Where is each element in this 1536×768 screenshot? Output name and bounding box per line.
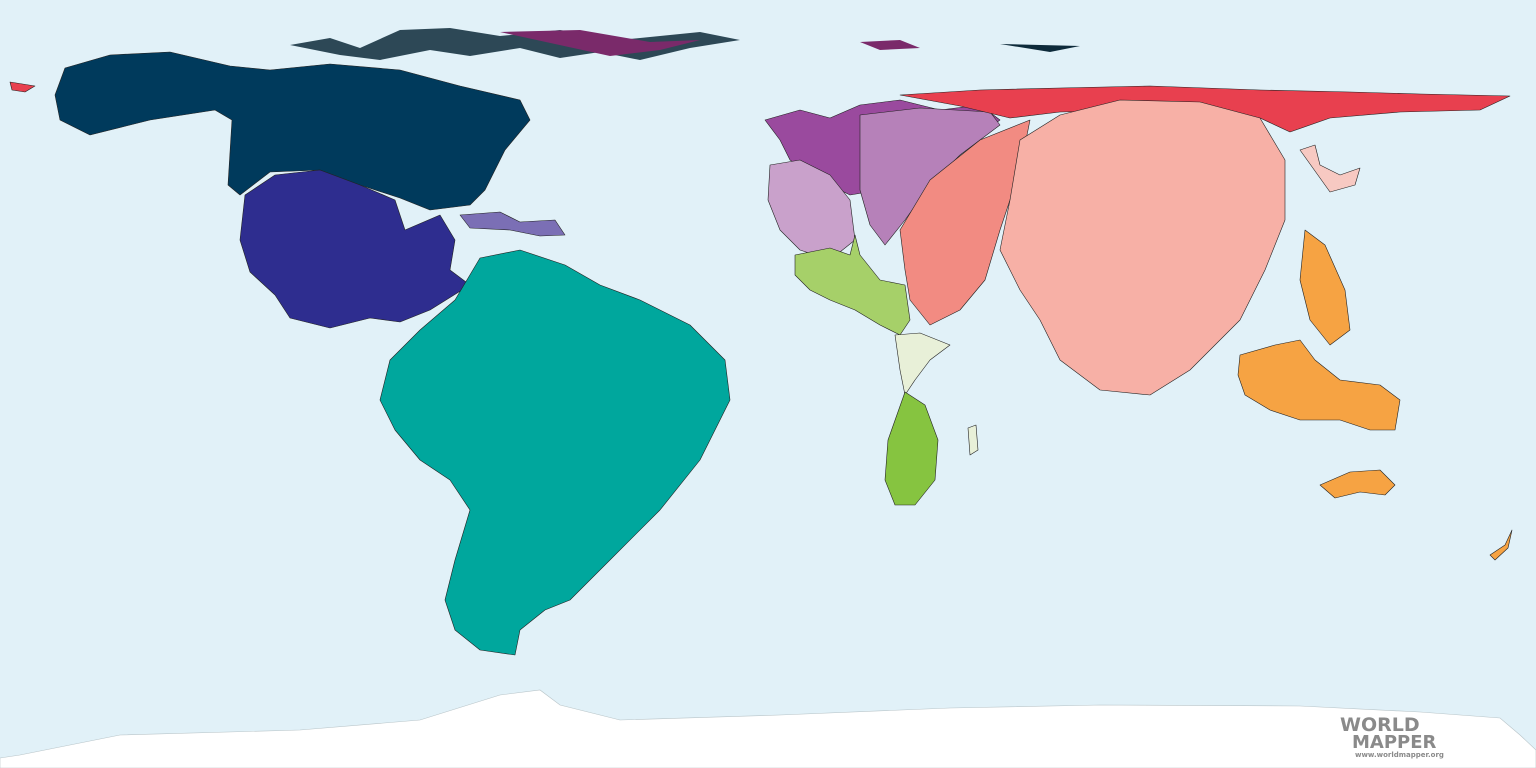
australia	[1319, 469, 1396, 499]
antarctica	[0, 689, 1536, 768]
caribbean	[459, 211, 566, 237]
southern-africa	[884, 391, 939, 506]
east-africa	[894, 332, 951, 396]
north-africa	[794, 234, 911, 336]
middle-east	[899, 119, 1031, 326]
logo-line1: WORLD	[1340, 714, 1420, 736]
north-america	[54, 51, 531, 211]
logo: WORLD MAPPER www.worldmapper.org	[1340, 714, 1444, 759]
logo-url: www.worldmapper.org	[1355, 751, 1444, 759]
arctic-islands	[290, 28, 1080, 60]
asia	[999, 99, 1286, 396]
southern-europe	[767, 159, 856, 261]
south-america	[379, 249, 731, 656]
indonesia	[1237, 339, 1401, 431]
logo-line2: MAPPER	[1352, 732, 1437, 753]
greenland-tip	[9, 81, 36, 93]
japan-korea	[1299, 144, 1361, 193]
madagascar	[967, 424, 979, 456]
new-zealand	[1489, 529, 1513, 561]
southeast-asia	[1299, 229, 1351, 346]
